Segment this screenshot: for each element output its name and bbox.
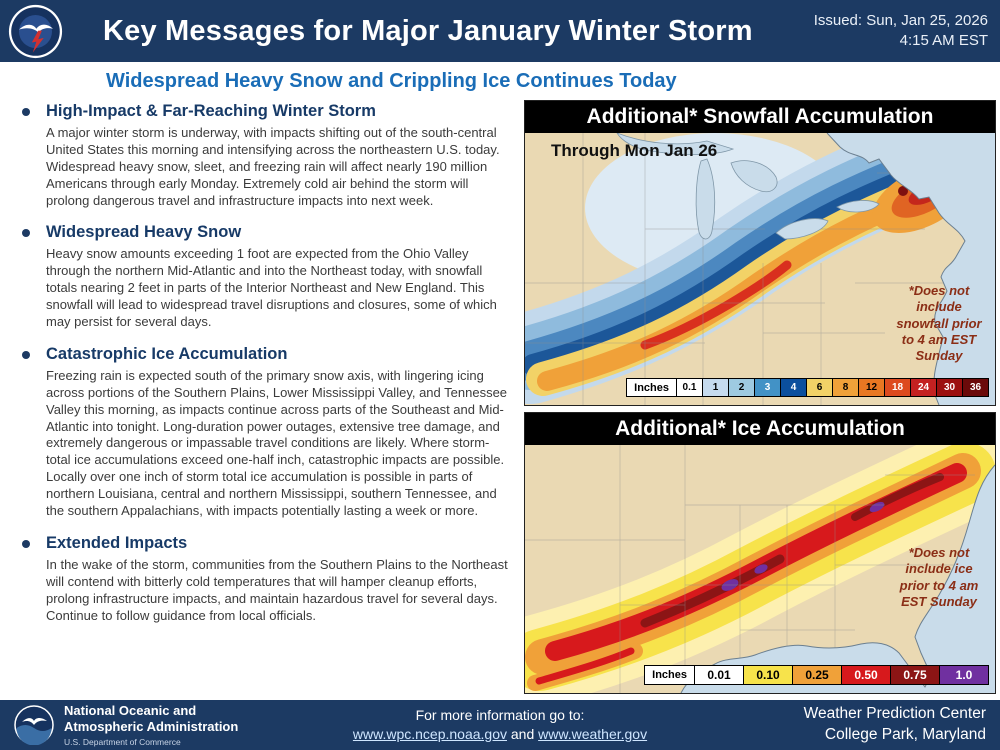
snowfall-legend-cell: 30 [937,378,963,397]
footer-bar: National Oceanic and Atmospheric Adminis… [0,700,1000,750]
bullet-heading: Catastrophic Ice Accumulation [46,344,288,363]
ice-map-panel: Additional* Ice Accumulation [524,412,996,694]
snowfall-legend-cell: 4 [781,378,807,397]
office-location: College Park, Maryland [824,726,986,743]
link-separator: and [507,726,539,742]
snowfall-legend-cell: 3 [755,378,781,397]
snowfall-legend-cell: 24 [911,378,937,397]
snowfall-legend-cell: 0.1 [677,378,703,397]
header-bar: Key Messages for Major January Winter St… [0,0,1000,62]
weather-gov-link[interactable]: www.weather.gov [538,726,648,742]
issued-date: Issued: Sun, Jan 25, 2026 [813,11,988,29]
snowfall-map-title: Additional* Snowfall Accumulation [525,101,995,133]
bullet-body: Heavy snow amounts exceeding 1 foot are … [46,246,497,330]
agency-department: U.S. Department of Commerce [64,736,181,747]
bullet-body: A major winter storm is underway, with i… [46,125,500,208]
ice-legend-cell: 0.75 [891,665,940,685]
snowfall-legend-cell: 12 [859,378,885,397]
noaa-logo [14,705,54,745]
snowfall-map-panel: Additional* Snowfall Accumulation [524,100,996,406]
bullet-dot-icon [22,229,30,238]
wpc-link[interactable]: www.wpc.ncep.noaa.gov [352,726,507,742]
agency-name-line1: National Oceanic and [64,703,197,719]
bullet-dot-icon [22,539,30,548]
snowfall-disclaimer-note: *Does not include snowfall prior to 4 am… [896,283,982,363]
maps-column: Additional* Snowfall Accumulation [524,100,996,700]
ice-legend-label: Inches [644,665,695,685]
snowfall-valid-period: Through Mon Jan 26 [551,141,718,160]
snowfall-legend-cell: 36 [963,378,989,397]
snowfall-legend-cell: 1 [703,378,729,397]
key-message-item: High-Impact & Far-Reaching Winter Storm … [12,102,520,209]
key-message-item: Widespread Heavy Snow Heavy snow amounts… [12,223,520,330]
ice-legend-cell: 0.10 [744,665,793,685]
key-messages-list: High-Impact & Far-Reaching Winter Storm … [12,102,520,624]
snowfall-legend: Inches 0.1 1 2 3 4 6 8 12 18 24 30 36 [626,378,989,397]
page-title: Key Messages for Major January Winter St… [103,14,753,47]
snowfall-legend-cell: 6 [807,378,833,397]
bullet-dot-icon [22,108,30,116]
issued-timestamp: Issued: Sun, Jan 25, 2026 4:15 AM EST [814,11,988,52]
bullet-heading: Widespread Heavy Snow [46,223,242,242]
nws-logo [8,4,63,58]
snowfall-legend-cell: 8 [833,378,859,397]
issued-time: 4:15 AM EST [899,32,988,49]
subheader-title: Widespread Heavy Snow and Crippling Ice … [0,62,1000,100]
ice-map-title: Additional* Ice Accumulation [525,413,995,445]
ice-map-graphic [525,445,995,693]
snowfall-legend-cell: 18 [885,378,911,397]
key-message-item: Catastrophic Ice Accumulation Freezing r… [12,345,520,520]
bullet-heading: High-Impact & Far-Reaching Winter Storm [46,102,376,120]
ice-disclaimer-note: *Does not include ice prior to 4 am EST … [899,545,979,609]
agency-name-line2: Atmospheric Administration [64,718,239,734]
ice-legend-cell: 1.0 [940,665,989,685]
ice-legend-cell: 0.01 [695,665,744,685]
ice-legend-cell: 0.25 [793,665,842,685]
footer-info-text: For more information go to: [415,707,585,724]
bullet-body: Freezing rain is expected south of the p… [46,367,508,519]
ice-legend: Inches 0.01 0.10 0.25 0.50 0.75 1.0 [644,665,989,685]
snowfall-legend-label: Inches [626,378,677,397]
bullet-heading: Extended Impacts [46,533,188,552]
office-name: Weather Prediction Center [803,705,986,723]
footer-office: Weather Prediction Center College Park, … [804,704,986,746]
footer-info: For more information go to: www.wpc.ncep… [353,706,647,744]
bullet-body: In the wake of the storm, communities fr… [46,556,508,623]
snowfall-legend-cell: 2 [729,378,755,397]
key-message-item: Extended Impacts In the wake of the stor… [12,534,520,625]
bullet-dot-icon [22,350,30,359]
snowfall-map-graphic [525,133,995,405]
ice-legend-cell: 0.50 [842,665,891,685]
